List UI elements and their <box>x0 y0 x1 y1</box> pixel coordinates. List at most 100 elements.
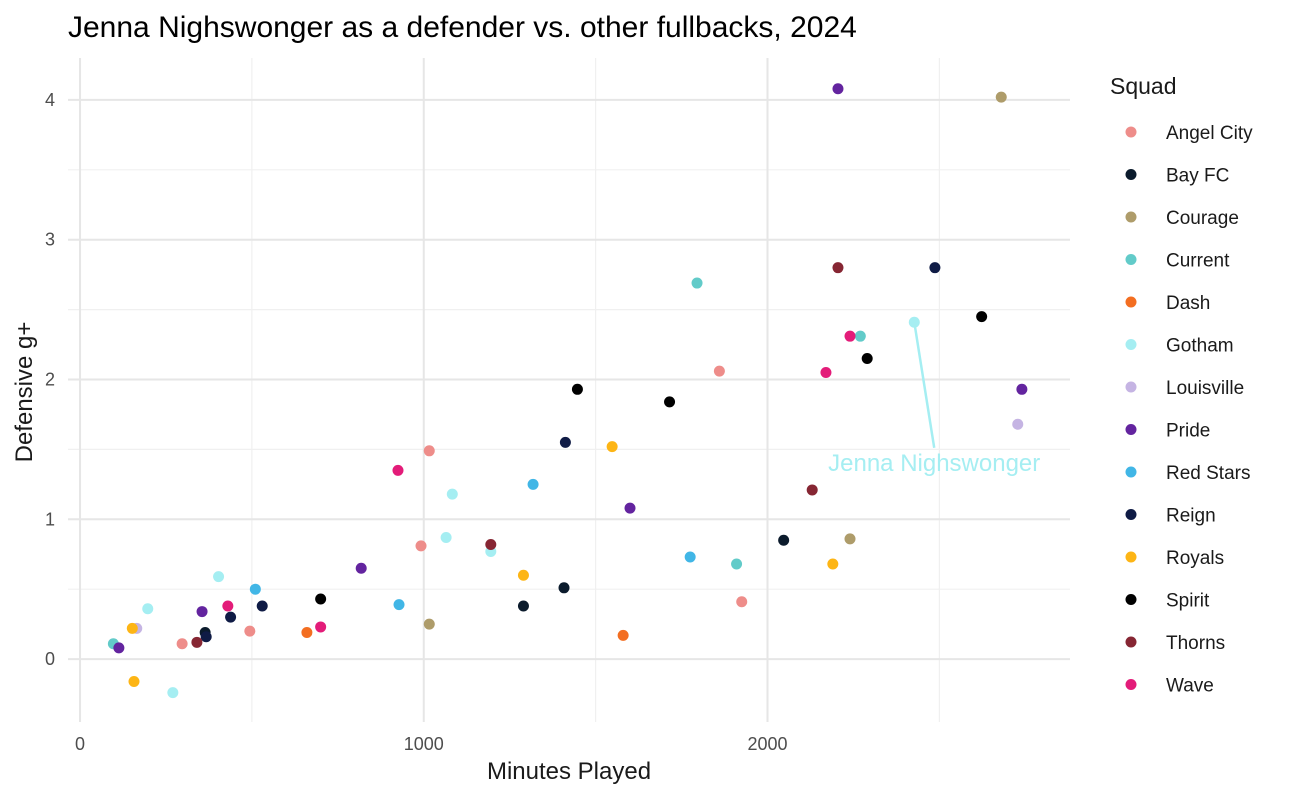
x-tick-label: 0 <box>75 734 85 754</box>
x-tick-label: 2000 <box>747 734 787 754</box>
legend-key <box>1125 466 1137 478</box>
x-tick-label: 1000 <box>404 734 444 754</box>
y-tick-label: 1 <box>45 509 55 529</box>
annotation: Jenna Nighswonger <box>828 322 1040 477</box>
legend-label: Current <box>1166 251 1230 272</box>
data-point <box>806 484 818 496</box>
legend-key <box>1125 296 1137 308</box>
data-point <box>995 91 1007 103</box>
legend-key <box>1125 424 1137 435</box>
data-point <box>415 540 427 552</box>
data-point <box>832 262 844 274</box>
data-point <box>558 582 570 594</box>
data-point <box>485 538 497 550</box>
data-point <box>976 311 988 323</box>
y-axis-label: Defensive g+ <box>11 322 38 463</box>
data-point <box>517 569 529 581</box>
data-point <box>315 621 327 633</box>
data-point <box>559 436 571 448</box>
legend-label: Bay FC <box>1166 166 1229 187</box>
legend-label: Dash <box>1166 293 1210 314</box>
data-point <box>176 638 188 650</box>
legend-label: Thorns <box>1166 633 1225 654</box>
data-point <box>200 631 212 643</box>
y-tick-label: 0 <box>45 649 55 669</box>
data-point <box>423 445 435 457</box>
data-point <box>517 600 529 612</box>
grid <box>68 58 1070 722</box>
data-point <box>393 599 405 611</box>
data-point <box>167 687 179 699</box>
legend-key <box>1125 594 1137 605</box>
data-point <box>315 593 327 605</box>
data-point <box>820 367 832 379</box>
data-point <box>392 464 404 476</box>
legend-label: Royals <box>1166 548 1224 569</box>
legend-label: Reign <box>1166 506 1216 527</box>
data-point <box>1012 418 1024 430</box>
axis-ticks: 0 1000 2000 0 1 2 3 4 <box>45 90 788 754</box>
data-point <box>664 396 676 408</box>
data-point <box>222 600 234 612</box>
data-point <box>225 611 237 623</box>
data-point <box>1016 383 1028 395</box>
data-point <box>142 603 154 615</box>
legend-label: Gotham <box>1166 336 1234 357</box>
annotation-line <box>913 322 936 449</box>
data-point <box>731 558 743 570</box>
legend-label: Red Stars <box>1166 463 1250 484</box>
data-point <box>191 636 203 648</box>
data-point <box>713 365 725 377</box>
data-point <box>440 531 452 543</box>
data-point <box>527 478 539 490</box>
legend-key <box>1125 679 1137 690</box>
legend-label: Courage <box>1166 208 1239 229</box>
legend-key <box>1125 551 1137 563</box>
y-tick-label: 2 <box>45 370 55 390</box>
data-point <box>929 262 941 274</box>
data-point <box>736 596 748 608</box>
legend-key <box>1125 254 1137 265</box>
data-point <box>113 642 125 654</box>
data-point <box>684 551 696 563</box>
data-point <box>691 277 703 289</box>
data-point <box>571 383 583 395</box>
legend-key <box>1125 339 1137 350</box>
data-point <box>606 441 618 453</box>
data-point <box>778 534 790 546</box>
data-point <box>844 330 856 342</box>
legend-label: Pride <box>1166 421 1210 442</box>
y-tick-label: 4 <box>45 90 55 110</box>
y-tick-label: 3 <box>45 230 55 250</box>
data-point <box>256 600 268 612</box>
data-point <box>355 562 367 574</box>
legend-key <box>1125 509 1137 520</box>
data-point <box>196 606 208 618</box>
data-point <box>827 558 839 570</box>
legend: Squad Angel City Bay FC Courage Current Dash… <box>1110 73 1253 697</box>
data-point <box>126 622 138 634</box>
data-point <box>213 571 225 583</box>
data-point <box>446 488 458 500</box>
data-point <box>423 618 435 630</box>
legend-key <box>1125 169 1137 180</box>
data-point <box>301 627 313 639</box>
data-point <box>624 502 636 514</box>
data-point <box>249 583 261 595</box>
legend-key <box>1125 211 1137 223</box>
annotation-label: Jenna Nighswonger <box>828 450 1040 477</box>
legend-key <box>1125 126 1137 138</box>
data-point <box>844 533 856 545</box>
data-points <box>107 83 1028 699</box>
data-point <box>128 675 140 687</box>
data-point <box>861 353 873 365</box>
data-point <box>617 629 629 641</box>
legend-label: Louisville <box>1166 378 1244 399</box>
data-point <box>244 625 256 637</box>
legend-label: Wave <box>1166 676 1214 697</box>
legend-key <box>1125 381 1137 393</box>
legend-label: Angel City <box>1166 123 1253 144</box>
x-axis-label: Minutes Played <box>487 758 651 785</box>
legend-label: Spirit <box>1166 591 1210 612</box>
